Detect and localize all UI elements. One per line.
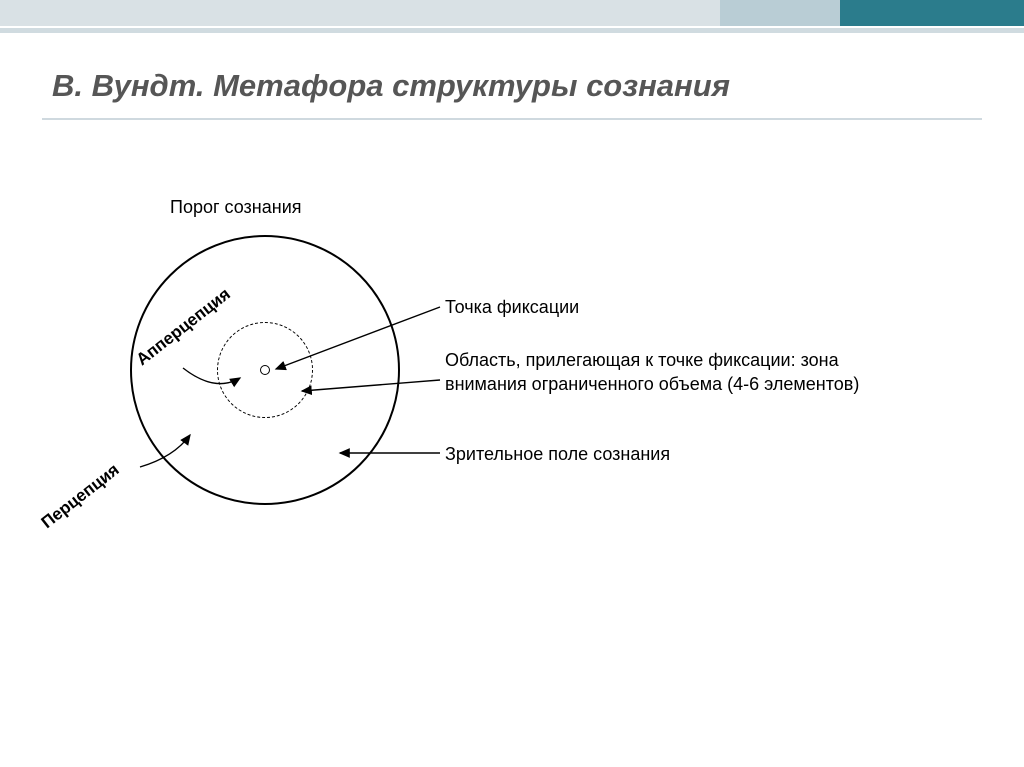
consciousness-diagram: Порог сознания Точка фиксации Область, п…: [40, 195, 980, 635]
top-border-segment: [0, 0, 720, 26]
label-attention: Область, прилегающая к точке фиксации: з…: [445, 348, 905, 397]
top-border-bar: [0, 0, 1024, 26]
top-border-segment: [840, 0, 1024, 26]
label-perception: Перцепция: [38, 460, 124, 533]
top-border-segment: [720, 0, 840, 26]
label-visual-field: Зрительное поле сознания: [445, 442, 670, 466]
label-threshold: Порог сознания: [170, 195, 302, 219]
top-border-underline: [0, 28, 1024, 33]
page-title: В. Вундт. Метафора структуры сознания: [52, 68, 730, 104]
label-fixation: Точка фиксации: [445, 295, 579, 319]
title-underline: [42, 118, 982, 120]
fixation-point: [260, 365, 270, 375]
